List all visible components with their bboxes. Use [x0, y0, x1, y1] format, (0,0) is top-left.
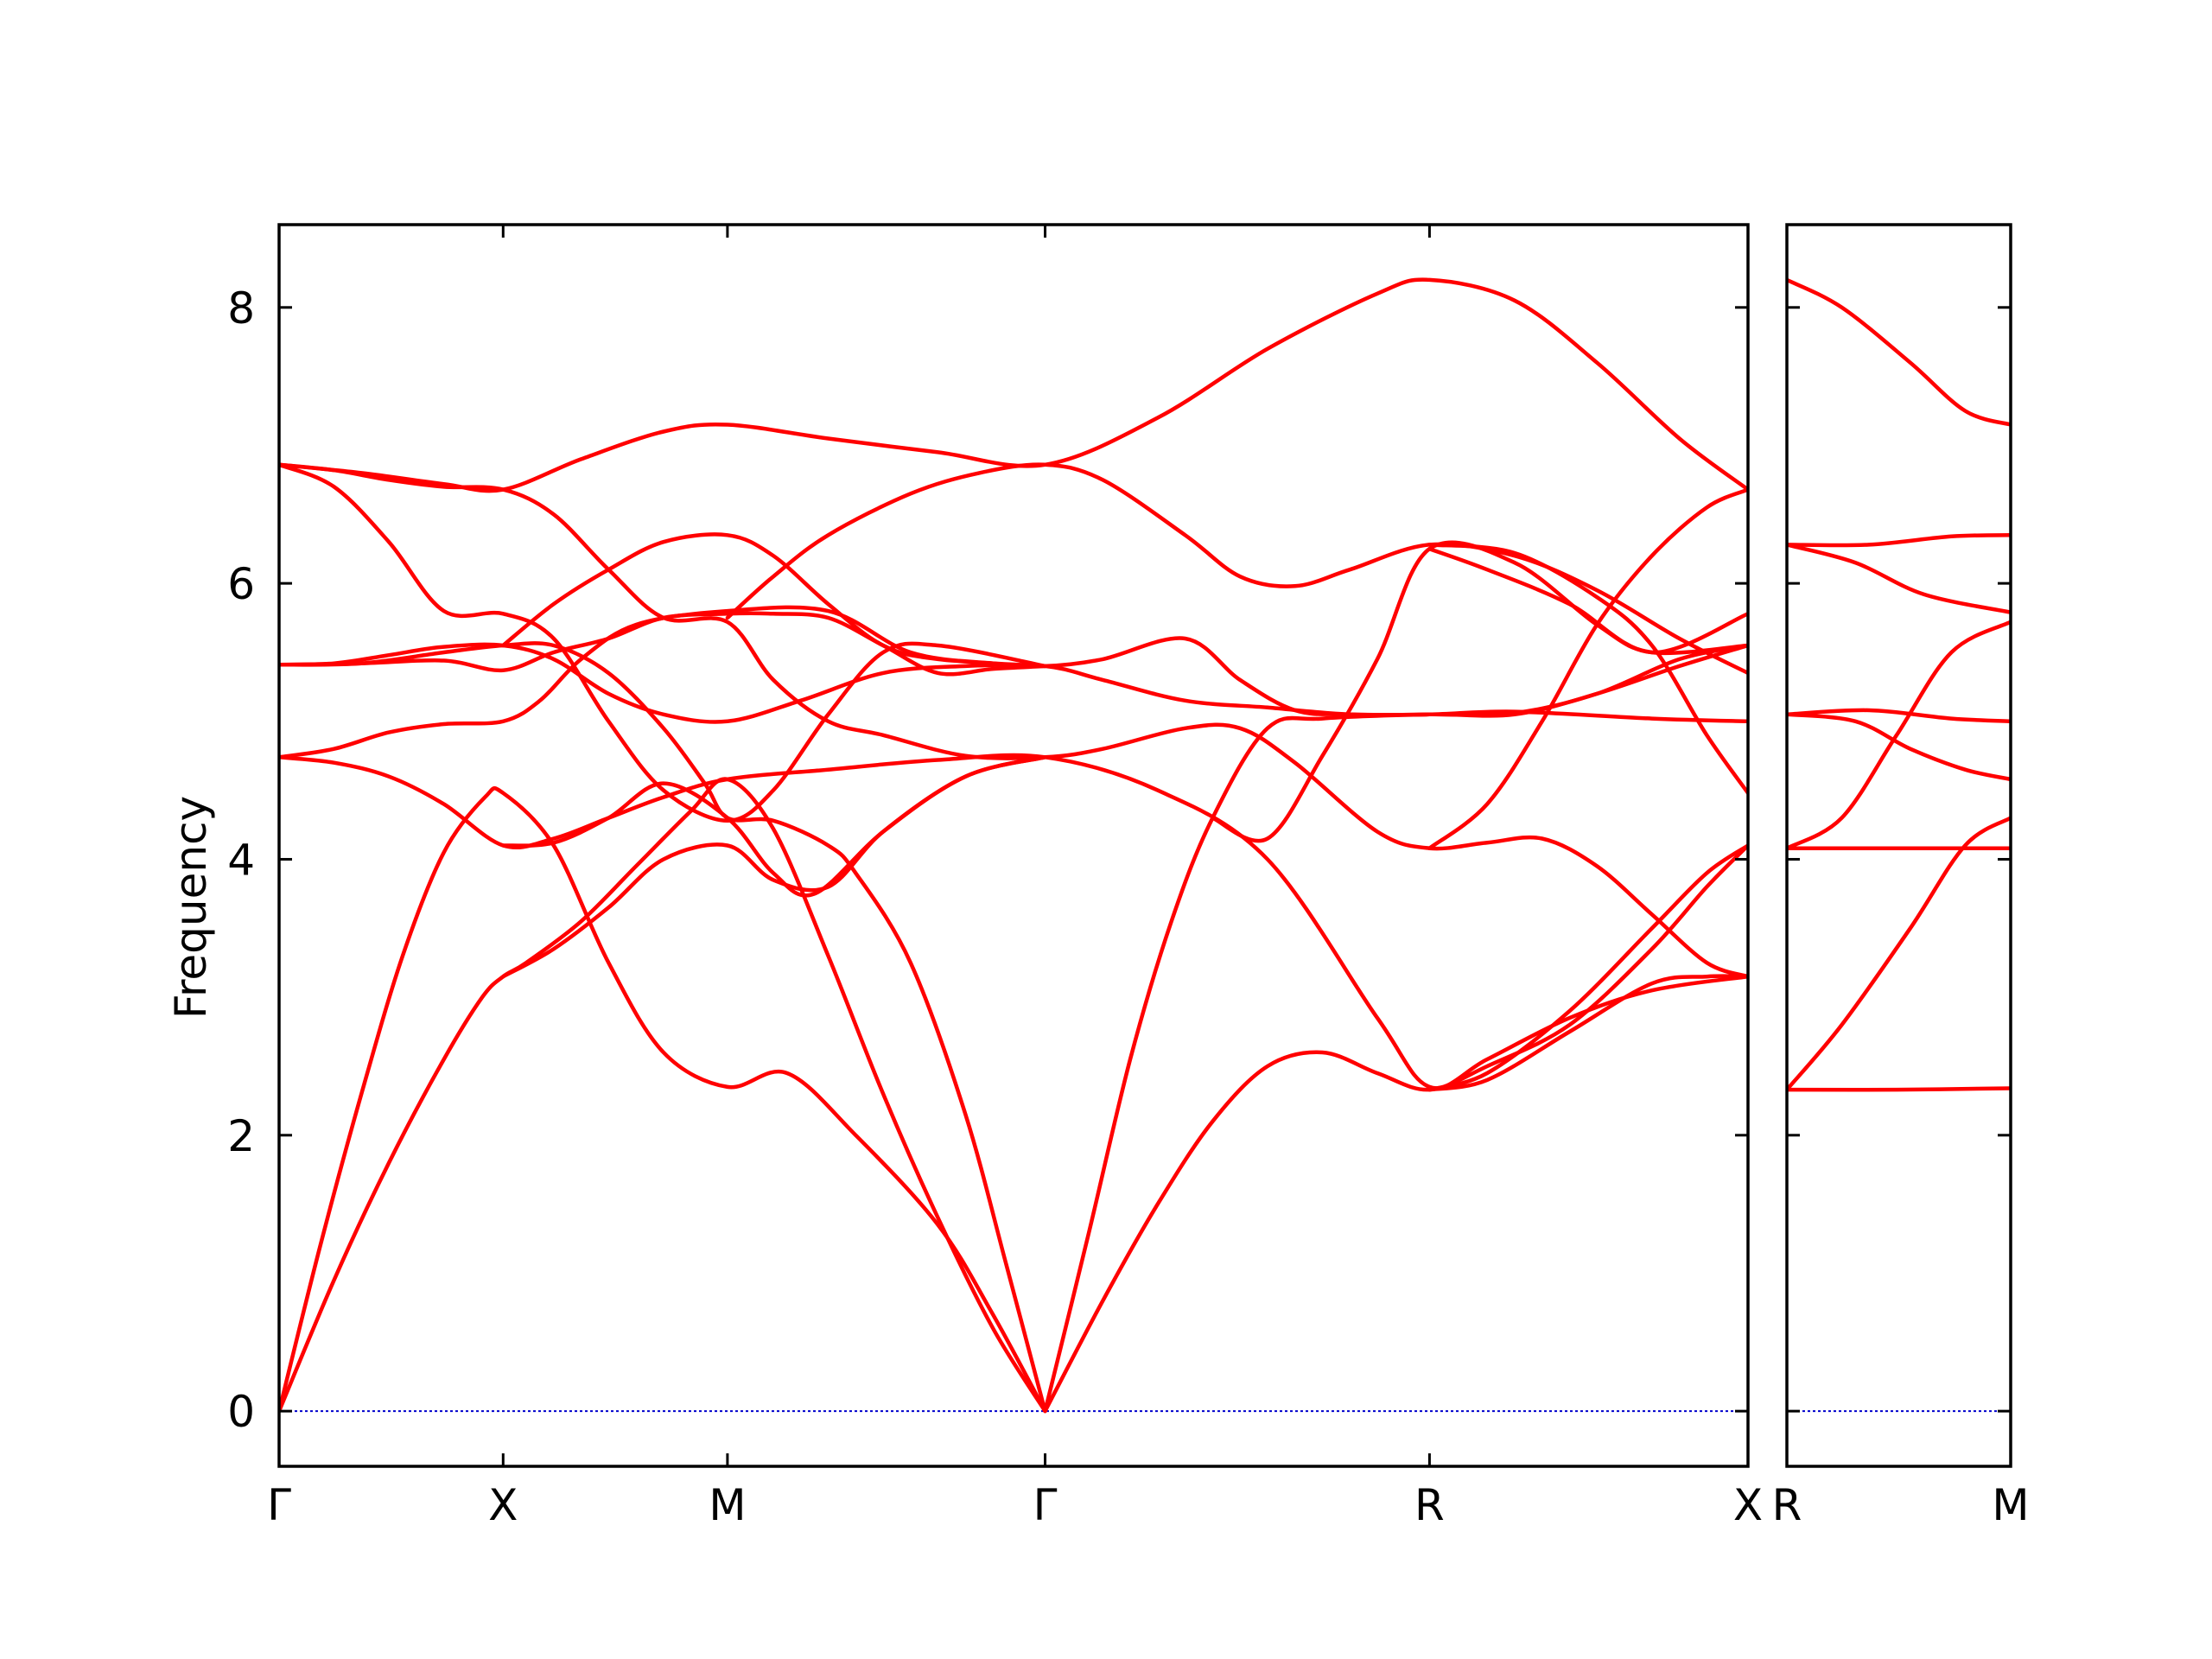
band-line-10 [501, 532, 1047, 669]
band-line-1 [1787, 533, 2011, 548]
band-line-15 [1043, 843, 1748, 1414]
band-line-1 [279, 785, 1047, 1414]
band-line-9 [279, 277, 1748, 493]
band-line-8 [1787, 1086, 2011, 1092]
band-line-21 [1427, 974, 1748, 1092]
band-line-5 [1787, 620, 2011, 850]
y-tick-label: 8 [227, 283, 255, 334]
plot-frame [1785, 223, 2012, 1468]
y-tick-label: 0 [227, 1387, 255, 1437]
x-tick-label: X [1733, 1480, 1763, 1530]
band-line-14 [1043, 643, 1748, 1414]
band-line-7 [1787, 816, 2011, 1092]
band-line-2 [1787, 543, 2011, 614]
band-line-3 [279, 605, 1748, 760]
y-tick-label: 2 [227, 1111, 255, 1161]
band-line-18 [1427, 546, 1748, 655]
band-line-7 [279, 462, 1748, 979]
band-line-6 [279, 611, 1047, 677]
band-line-4 [1787, 712, 2011, 782]
band-line-19 [1427, 487, 1748, 850]
band-line-2 [279, 753, 1748, 1090]
band-line-5 [279, 641, 1047, 1414]
band-line-17 [1427, 543, 1748, 796]
x-tick-label: Γ [1033, 1480, 1058, 1530]
main-path-panel: 0 2 4 6 8 Γ X M Γ R X [227, 223, 1763, 1530]
band-line-8 [279, 462, 1047, 823]
x-tick-label: M [1992, 1480, 2029, 1530]
x-tick-label: R [1414, 1480, 1445, 1530]
band-line-13 [725, 462, 1748, 676]
x-tick-label: X [488, 1480, 518, 1530]
band-line-4 [279, 642, 1748, 724]
y-axis-label: Frequency [166, 796, 216, 1019]
plot-frame [277, 223, 1750, 1468]
band-line-0 [279, 777, 1047, 1414]
x-tick-label: M [709, 1480, 746, 1530]
band-line-0 [1787, 277, 2011, 427]
x-tick-label: Γ [267, 1480, 291, 1530]
y-tick-label: 6 [227, 559, 255, 609]
band-line-3 [1787, 708, 2011, 724]
band-line-20 [1427, 843, 1748, 1092]
x-tick-label: R [1772, 1480, 1802, 1530]
band-line-12 [501, 755, 1047, 979]
y-tick-label: 4 [227, 835, 255, 885]
